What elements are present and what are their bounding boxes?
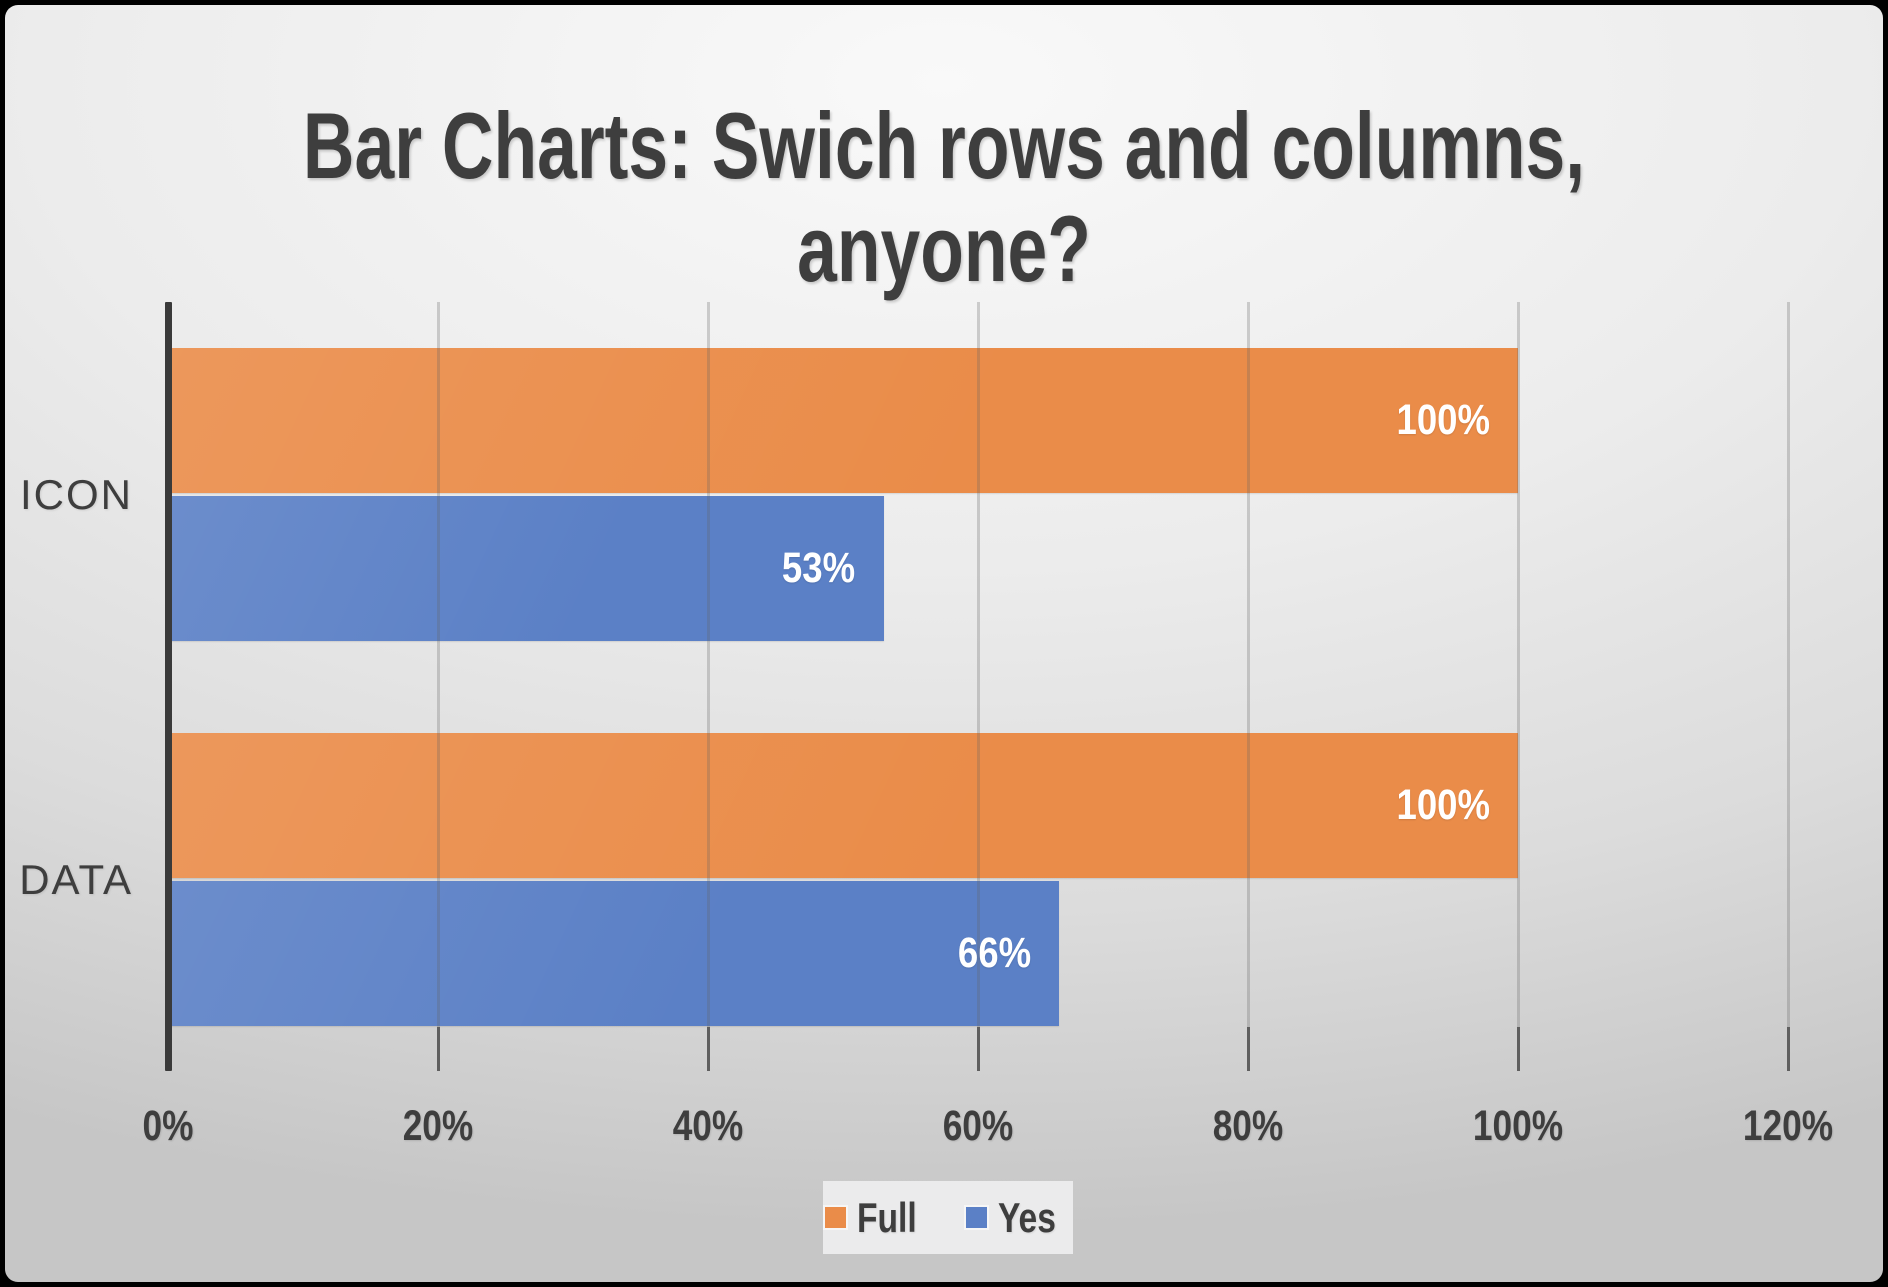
- x-axis-tick-40: [707, 1027, 710, 1071]
- chart-legend: Full Yes: [823, 1181, 1073, 1254]
- gridline-80: [1247, 302, 1250, 1027]
- x-axis-tick-label-20: 20%: [402, 1102, 474, 1150]
- x-axis-tick-100: [1517, 1027, 1520, 1071]
- bar-data-yes: 66%: [168, 881, 1059, 1026]
- category-label-icon: ICON: [20, 470, 133, 518]
- bar-data-full: 100%: [168, 733, 1518, 878]
- gridline-100: [1517, 302, 1520, 1027]
- value-label-icon-yes: 53%: [782, 544, 856, 592]
- legend-swatch-full: [825, 1207, 847, 1228]
- chart-title-line-2: anyone?: [797, 195, 1091, 301]
- value-label-data-full: 100%: [1396, 781, 1490, 829]
- gridline-40: [707, 302, 710, 1027]
- chart-title: Bar Charts: Swich rows and columns, anyo…: [5, 94, 1883, 300]
- x-axis-tick-label-0: 0%: [142, 1102, 194, 1150]
- slide-background: Bar Charts: Swich rows and columns, anyo…: [5, 5, 1883, 1282]
- category-label-data: DATA: [19, 855, 133, 903]
- x-axis-tick-label-60: 60%: [942, 1102, 1014, 1150]
- legend-item-yes: Yes: [966, 1194, 1070, 1242]
- x-axis-tick-80: [1247, 1027, 1250, 1071]
- bar-chart-plot-area: 100% 53% ICON 100% 66% DATA 0% 20% 40% 60% 80% 100%…: [5, 5, 1883, 1282]
- legend-label-full: Full: [857, 1193, 918, 1241]
- x-axis-tick-label-80: 80%: [1212, 1102, 1284, 1150]
- x-axis-tick-20: [437, 1027, 440, 1071]
- y-axis-line: [165, 302, 172, 1071]
- x-axis-tick-60: [977, 1027, 980, 1071]
- x-axis-tick-label-120: 120%: [1742, 1102, 1834, 1150]
- gridline-20: [437, 302, 440, 1027]
- value-label-data-yes: 66%: [957, 929, 1031, 977]
- value-label-icon-full: 100%: [1396, 396, 1490, 444]
- chart-title-line-1: Bar Charts: Swich rows and columns,: [302, 92, 1586, 198]
- x-axis-tick-label-40: 40%: [672, 1102, 744, 1150]
- bar-icon-yes: 53%: [168, 496, 884, 641]
- x-axis-tick-label-100: 100%: [1472, 1102, 1564, 1150]
- bar-icon-full: 100%: [168, 348, 1518, 493]
- gridline-120: [1787, 302, 1790, 1027]
- legend-label-yes: Yes: [998, 1193, 1057, 1241]
- legend-item-full: Full: [825, 1194, 932, 1242]
- x-axis-tick-120: [1787, 1027, 1790, 1071]
- legend-swatch-yes: [966, 1207, 988, 1228]
- gridline-60: [977, 302, 980, 1027]
